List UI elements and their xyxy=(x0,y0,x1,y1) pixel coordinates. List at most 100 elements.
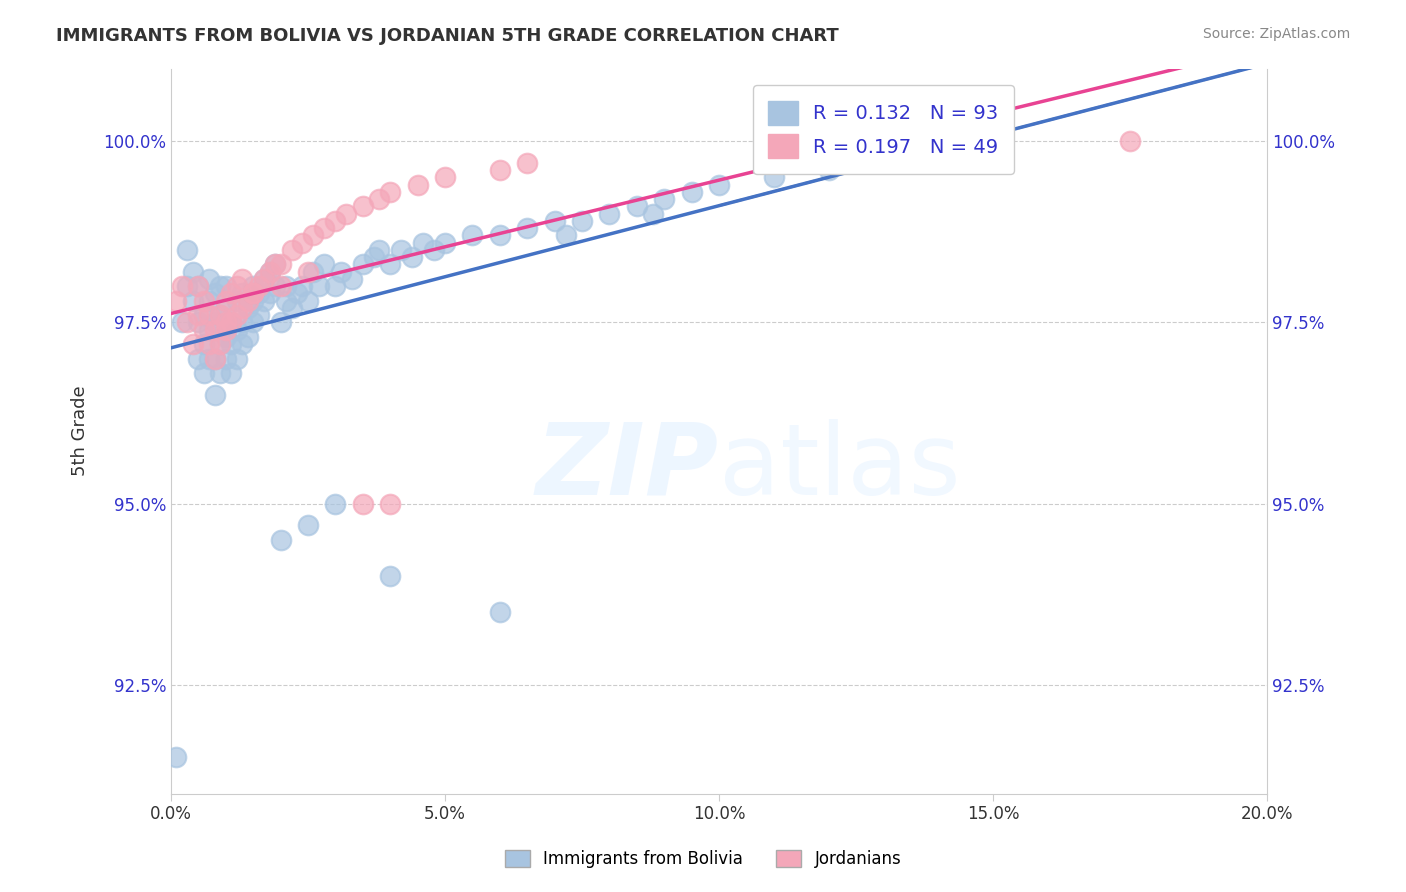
Text: atlas: atlas xyxy=(718,419,960,516)
Point xyxy=(380,185,402,199)
Point xyxy=(198,337,221,351)
Point xyxy=(264,257,287,271)
Point xyxy=(626,199,648,213)
Point xyxy=(166,293,188,308)
Point xyxy=(215,351,238,366)
Point xyxy=(209,308,232,322)
Point xyxy=(215,279,238,293)
Point xyxy=(187,351,209,366)
Y-axis label: 5th Grade: 5th Grade xyxy=(72,385,89,476)
Point xyxy=(176,279,198,293)
Point xyxy=(291,235,314,250)
Point xyxy=(215,301,238,315)
Point xyxy=(204,351,226,366)
Point xyxy=(264,257,287,271)
Point xyxy=(253,293,276,308)
Point xyxy=(335,206,357,220)
Point xyxy=(368,192,391,206)
Point xyxy=(314,257,336,271)
Point xyxy=(247,308,270,322)
Point xyxy=(242,315,264,329)
Text: ZIP: ZIP xyxy=(536,419,718,516)
Point xyxy=(285,286,308,301)
Point xyxy=(274,293,297,308)
Point xyxy=(166,750,188,764)
Point xyxy=(297,293,319,308)
Point xyxy=(329,264,352,278)
Point xyxy=(204,388,226,402)
Point xyxy=(297,518,319,533)
Point xyxy=(193,337,215,351)
Point xyxy=(181,264,204,278)
Point xyxy=(176,243,198,257)
Point xyxy=(219,315,242,329)
Point xyxy=(707,178,730,192)
Point xyxy=(219,315,242,329)
Point xyxy=(198,351,221,366)
Point xyxy=(363,250,385,264)
Point xyxy=(209,337,232,351)
Point xyxy=(554,228,576,243)
Point xyxy=(181,337,204,351)
Point xyxy=(762,170,785,185)
Point xyxy=(231,272,253,286)
Point xyxy=(259,264,281,278)
Point xyxy=(270,315,292,329)
Point xyxy=(652,192,675,206)
Point xyxy=(423,243,446,257)
Point xyxy=(225,279,247,293)
Point xyxy=(215,315,238,329)
Point xyxy=(231,286,253,301)
Point xyxy=(543,214,565,228)
Point xyxy=(406,178,429,192)
Point xyxy=(242,286,264,301)
Point xyxy=(198,308,221,322)
Point xyxy=(280,301,302,315)
Point xyxy=(253,272,276,286)
Point xyxy=(270,533,292,547)
Point xyxy=(297,264,319,278)
Point xyxy=(264,279,287,293)
Point xyxy=(225,351,247,366)
Point xyxy=(598,206,620,220)
Point xyxy=(325,497,347,511)
Point xyxy=(488,163,510,178)
Point xyxy=(236,330,259,344)
Text: Source: ZipAtlas.com: Source: ZipAtlas.com xyxy=(1202,27,1350,41)
Point xyxy=(204,286,226,301)
Point xyxy=(242,293,264,308)
Point xyxy=(259,286,281,301)
Point xyxy=(314,221,336,235)
Point xyxy=(291,279,314,293)
Point xyxy=(380,497,402,511)
Point xyxy=(488,606,510,620)
Point xyxy=(215,330,238,344)
Point xyxy=(219,286,242,301)
Point xyxy=(401,250,423,264)
Point xyxy=(193,322,215,336)
Point xyxy=(170,279,193,293)
Point xyxy=(225,293,247,308)
Point xyxy=(231,301,253,315)
Point xyxy=(209,366,232,380)
Point xyxy=(340,272,363,286)
Point xyxy=(817,163,839,178)
Point xyxy=(325,279,347,293)
Point xyxy=(176,315,198,329)
Point xyxy=(270,279,292,293)
Point xyxy=(193,293,215,308)
Point xyxy=(181,293,204,308)
Point xyxy=(204,351,226,366)
Point xyxy=(368,243,391,257)
Point xyxy=(308,279,330,293)
Point xyxy=(981,141,1004,155)
Point xyxy=(231,337,253,351)
Legend: Immigrants from Bolivia, Jordanians: Immigrants from Bolivia, Jordanians xyxy=(498,843,908,875)
Point xyxy=(225,322,247,336)
Point xyxy=(198,293,221,308)
Point xyxy=(209,337,232,351)
Point xyxy=(927,148,949,162)
Point xyxy=(270,257,292,271)
Point xyxy=(242,279,264,293)
Point xyxy=(681,185,703,199)
